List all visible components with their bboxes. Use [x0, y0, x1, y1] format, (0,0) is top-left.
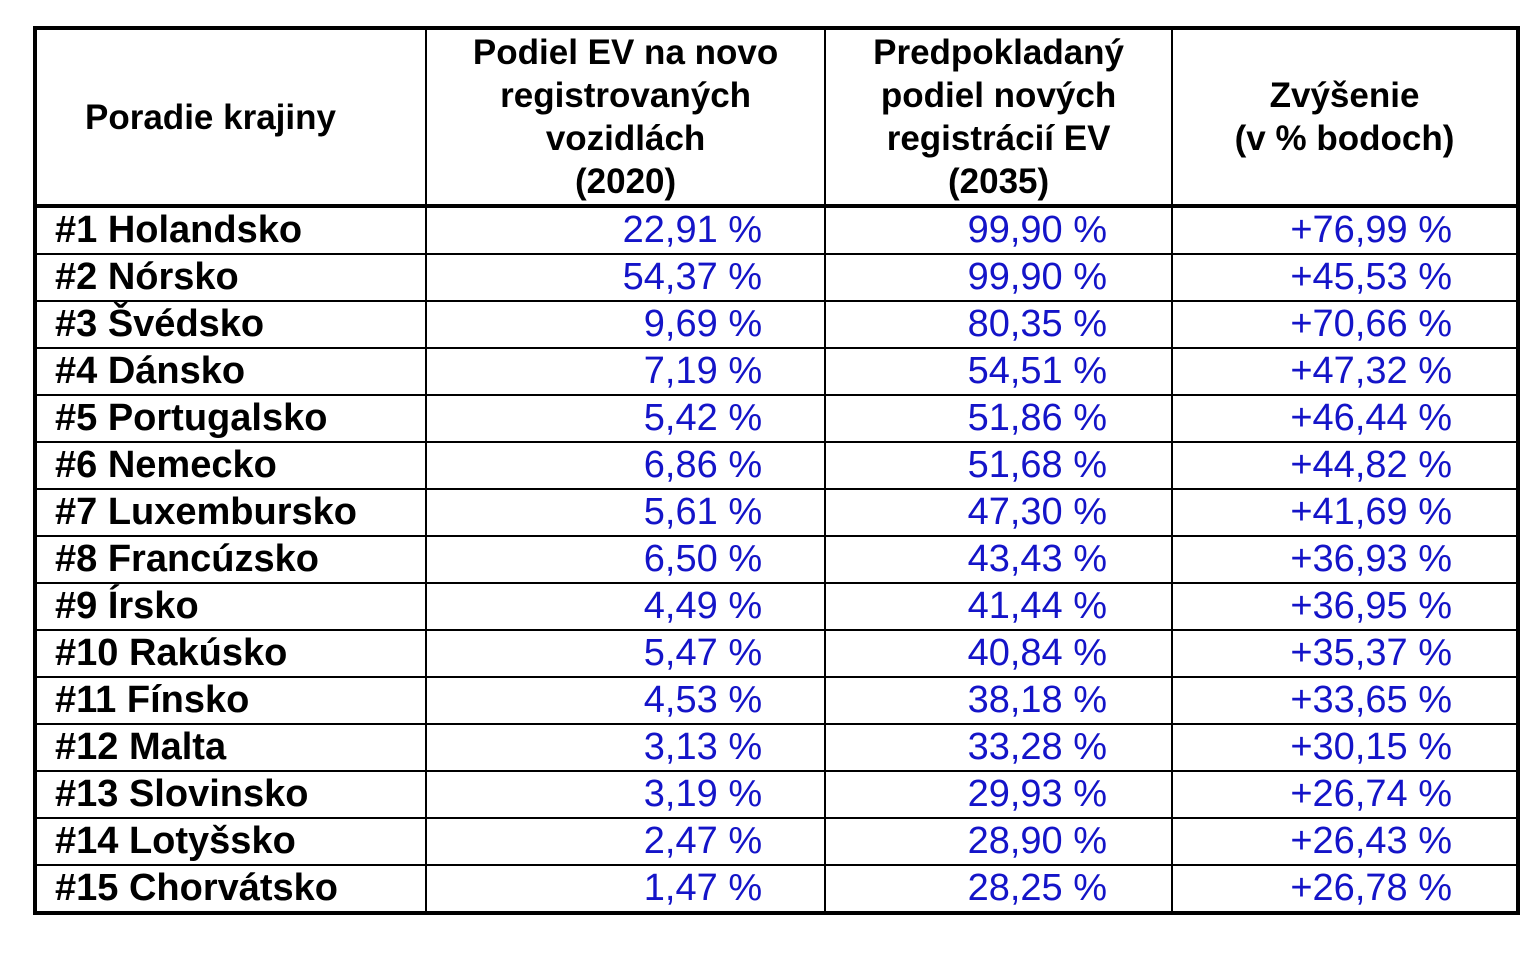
table-row: #1 Holandsko 22,91 % 99,90 % +76,99 %: [33, 205, 1519, 255]
share-2020-cell: 7,19 %: [425, 347, 827, 396]
increase-cell: +70,66 %: [1171, 300, 1519, 349]
country-cell: #1 Holandsko: [33, 205, 428, 255]
table-row: #3 Švédsko 9,69 % 80,35 % +70,66 %: [33, 300, 1519, 349]
increase-cell: +36,93 %: [1171, 535, 1519, 584]
share-2020-cell: 3,13 %: [425, 723, 827, 772]
increase-cell: +76,99 %: [1171, 205, 1519, 255]
country-cell: #10 Rakúsko: [33, 629, 428, 678]
header-increase-line: Zvýšenie: [1269, 76, 1420, 115]
share-2020-cell: 54,37 %: [425, 253, 827, 302]
share-2035-cell: 29,93 %: [824, 770, 1174, 819]
increase-cell: +30,15 %: [1171, 723, 1519, 772]
share-2020-cell: 5,47 %: [425, 629, 827, 678]
header-share-2020-line: vozidlách: [545, 119, 706, 158]
header-share-2020: Podiel EV na novo registrovaných vozidlá…: [425, 27, 827, 208]
table-row: #13 Slovinsko 3,19 % 29,93 % +26,74 %: [33, 770, 1519, 819]
header-share-2035-line: registrácií EV: [886, 119, 1111, 158]
header-share-2020-line: Podiel EV na novo: [472, 33, 779, 72]
increase-cell: +45,53 %: [1171, 253, 1519, 302]
country-cell: #2 Nórsko: [33, 253, 428, 302]
header-share-2035-line: (2035): [947, 162, 1050, 201]
share-2035-cell: 43,43 %: [824, 535, 1174, 584]
header-share-2035-line: Predpokladaný: [873, 33, 1125, 72]
share-2035-cell: 33,28 %: [824, 723, 1174, 772]
header-share-2020-line: registrovaných: [500, 76, 752, 115]
share-2020-cell: 4,53 %: [425, 676, 827, 725]
table-row: #2 Nórsko 54,37 % 99,90 % +45,53 %: [33, 253, 1519, 302]
share-2035-cell: 51,86 %: [824, 394, 1174, 443]
increase-cell: +33,65 %: [1171, 676, 1519, 725]
country-cell: #8 Francúzsko: [33, 535, 428, 584]
table-row: #12 Malta 3,13 % 33,28 % +30,15 %: [33, 723, 1519, 772]
share-2035-cell: 41,44 %: [824, 582, 1174, 631]
share-2035-cell: 38,18 %: [824, 676, 1174, 725]
table-row: #11 Fínsko 4,53 % 38,18 % +33,65 %: [33, 676, 1519, 725]
share-2020-cell: 5,61 %: [425, 488, 827, 537]
header-share-2035: Predpokladaný podiel nových registrácií …: [824, 27, 1174, 208]
share-2035-cell: 80,35 %: [824, 300, 1174, 349]
header-country-line: Poradie krajiny: [85, 97, 336, 137]
share-2035-cell: 47,30 %: [824, 488, 1174, 537]
country-cell: #7 Luxembursko: [33, 488, 428, 537]
table-row: #9 Írsko 4,49 % 41,44 % +36,95 %: [33, 582, 1519, 631]
table-row: #7 Luxembursko 5,61 % 47,30 % +41,69 %: [33, 488, 1519, 537]
increase-cell: +46,44 %: [1171, 394, 1519, 443]
table-row: #15 Chorvátsko 1,47 % 28,25 % +26,78 %: [33, 864, 1519, 914]
increase-cell: +26,43 %: [1171, 817, 1519, 866]
share-2035-cell: 28,90 %: [824, 817, 1174, 866]
table-row: #4 Dánsko 7,19 % 54,51 % +47,32 %: [33, 347, 1519, 396]
country-cell: #13 Slovinsko: [33, 770, 428, 819]
table-row: #6 Nemecko 6,86 % 51,68 % +44,82 %: [33, 441, 1519, 490]
country-cell: #9 Írsko: [33, 582, 428, 631]
increase-cell: +47,32 %: [1171, 347, 1519, 396]
increase-cell: +35,37 %: [1171, 629, 1519, 678]
share-2020-cell: 1,47 %: [425, 864, 827, 914]
table-body: #1 Holandsko 22,91 % 99,90 % +76,99 % #2 Nór…: [33, 205, 1519, 914]
header-share-2020-line: (2020): [574, 162, 677, 201]
table-row: #8 Francúzsko 6,50 % 43,43 % +36,93 %: [33, 535, 1519, 584]
share-2035-cell: 40,84 %: [824, 629, 1174, 678]
table-row: #10 Rakúsko 5,47 % 40,84 % +35,37 %: [33, 629, 1519, 678]
header-increase-line: (v % bodoch): [1234, 119, 1455, 158]
table-row: #14 Lotyšsko 2,47 % 28,90 % +26,43 %: [33, 817, 1519, 866]
country-cell: #12 Malta: [33, 723, 428, 772]
header-share-2035-line: podiel nových: [880, 76, 1117, 115]
header-increase: Zvýšenie (v % bodoch): [1171, 27, 1519, 208]
increase-cell: +26,78 %: [1171, 864, 1519, 914]
country-cell: #5 Portugalsko: [33, 394, 428, 443]
ev-share-table: Poradie krajiny Podiel EV na novo regist…: [33, 26, 1520, 915]
country-cell: #4 Dánsko: [33, 347, 428, 396]
share-2035-cell: 51,68 %: [824, 441, 1174, 490]
table-row: #5 Portugalsko 5,42 % 51,86 % +46,44 %: [33, 394, 1519, 443]
country-cell: #11 Fínsko: [33, 676, 428, 725]
table-header: Poradie krajiny Podiel EV na novo regist…: [33, 27, 1519, 208]
country-cell: #6 Nemecko: [33, 441, 428, 490]
share-2020-cell: 9,69 %: [425, 300, 827, 349]
increase-cell: +26,74 %: [1171, 770, 1519, 819]
share-2020-cell: 4,49 %: [425, 582, 827, 631]
country-cell: #15 Chorvátsko: [33, 864, 428, 914]
share-2020-cell: 3,19 %: [425, 770, 827, 819]
increase-cell: +41,69 %: [1171, 488, 1519, 537]
share-2035-cell: 99,90 %: [824, 253, 1174, 302]
share-2035-cell: 99,90 %: [824, 205, 1174, 255]
share-2035-cell: 28,25 %: [824, 864, 1174, 914]
increase-cell: +44,82 %: [1171, 441, 1519, 490]
share-2020-cell: 5,42 %: [425, 394, 827, 443]
share-2035-cell: 54,51 %: [824, 347, 1174, 396]
header-country: Poradie krajiny: [33, 27, 428, 208]
country-cell: #14 Lotyšsko: [33, 817, 428, 866]
share-2020-cell: 6,86 %: [425, 441, 827, 490]
country-cell: #3 Švédsko: [33, 300, 428, 349]
increase-cell: +36,95 %: [1171, 582, 1519, 631]
share-2020-cell: 22,91 %: [425, 205, 827, 255]
share-2020-cell: 2,47 %: [425, 817, 827, 866]
header-row: Poradie krajiny Podiel EV na novo regist…: [33, 27, 1519, 208]
share-2020-cell: 6,50 %: [425, 535, 827, 584]
